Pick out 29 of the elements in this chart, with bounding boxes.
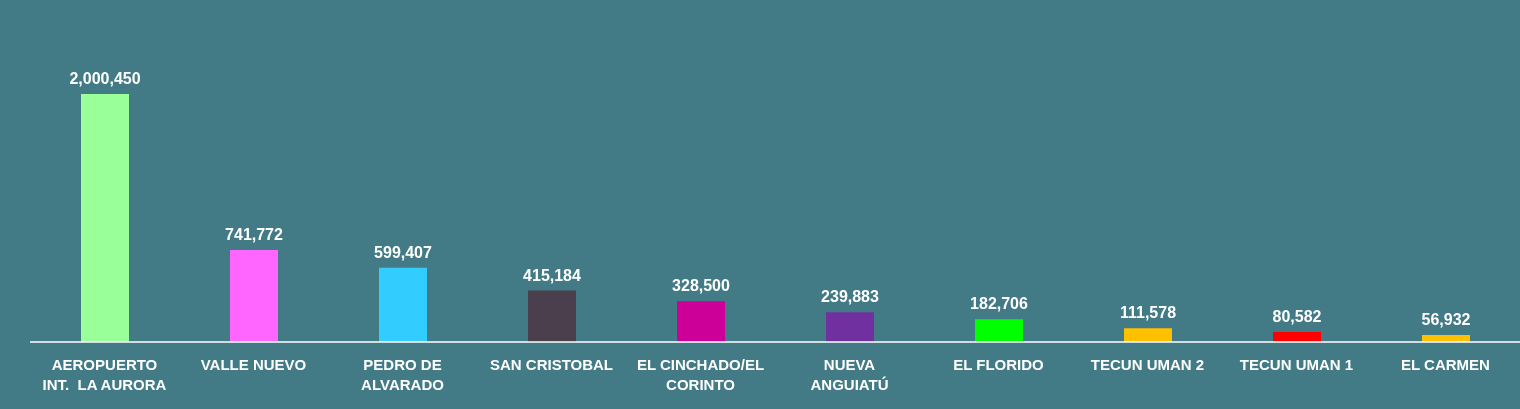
data-label: 239,883 (821, 288, 880, 306)
x-tick-label: NUEVA ANGUIATÚ (810, 356, 889, 393)
bar (975, 319, 1023, 342)
bar (677, 301, 725, 342)
bar (81, 94, 129, 342)
x-tick-label: SAN CRISTOBAL (489, 356, 614, 373)
x-tick-label: TECUN UMAN 2 (1090, 356, 1205, 373)
data-label: 2,000,450 (69, 70, 141, 87)
bar (826, 312, 874, 342)
data-label: 415,184 (523, 266, 582, 284)
bar (379, 267, 427, 342)
bar (1124, 328, 1172, 342)
data-label: 182,706 (970, 295, 1029, 313)
data-label: 328,500 (672, 277, 731, 295)
data-label: 741,772 (225, 226, 284, 244)
data-label: 80,582 (1272, 308, 1322, 326)
x-tick-label: EL CINCHADO/EL CORINTO (636, 356, 765, 393)
x-tick-label: EL FLORIDO (953, 356, 1045, 373)
x-tick-label: AEROPUERTO INT. LA AURORA (42, 356, 167, 393)
bar (528, 290, 576, 342)
bar (230, 250, 278, 342)
x-tick-label: VALLE NUEVO (200, 356, 307, 373)
data-label: 56,932 (1421, 310, 1471, 328)
data-label: 599,407 (374, 243, 433, 261)
x-tick-label: EL CARMEN (1401, 356, 1490, 373)
x-tick-label: PEDRO DE ALVARADO (361, 356, 445, 393)
bar (1273, 332, 1321, 342)
x-tick-label: TECUN UMAN 1 (1239, 356, 1354, 373)
data-label: 111,578 (1119, 304, 1177, 322)
